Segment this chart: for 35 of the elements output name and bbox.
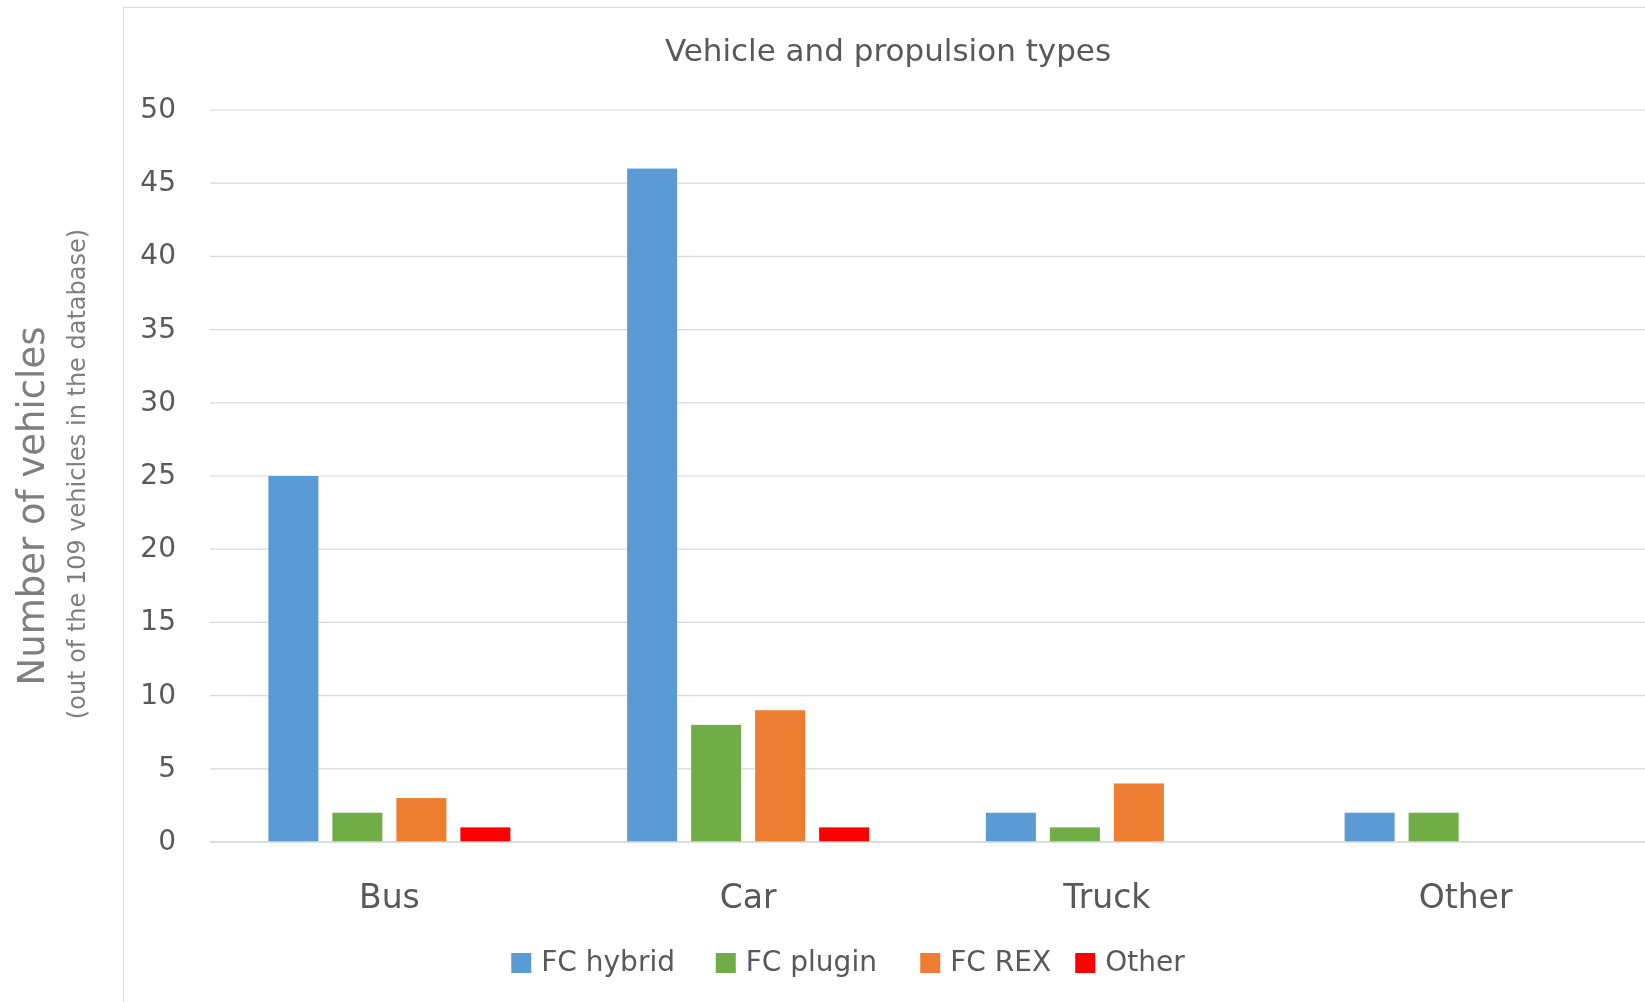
x-tick-label: Truck [1062,876,1152,916]
y-tick-label: 15 [140,604,176,638]
bar [819,827,870,842]
bar [1344,812,1395,842]
bar [691,724,742,842]
bar [1113,783,1164,842]
y-tick-label: 45 [140,165,176,199]
y-tick-label: 10 [140,677,176,711]
y-axis-title: Number of vehicles [9,326,53,686]
legend-label: FC plugin [745,945,877,978]
chart-title: Vehicle and propulsion types [664,31,1112,68]
bar [1408,812,1459,842]
y-tick-label: 35 [140,311,176,345]
bar [755,710,806,842]
bar [332,812,383,842]
bar [268,476,319,842]
x-tick-label: Bus [359,876,420,916]
y-tick-label: 5 [158,750,176,784]
y-tick-label: 50 [140,92,176,125]
bar [627,168,678,842]
y-tick-label: 20 [140,531,176,565]
legend-label: Other [1105,945,1186,978]
bar [460,827,511,842]
y-tick-label: 25 [140,458,176,491]
x-tick-label: Other [1418,876,1513,916]
legend-label: FC REX [950,945,1052,978]
y-tick-label: 40 [140,238,176,272]
text: (out of the 109 vehicles in the database) [63,228,91,720]
y-tick-label: 0 [158,824,176,857]
y-tick-label: 30 [140,384,176,418]
bar [1049,827,1100,842]
bar [396,798,447,842]
bar [985,812,1036,842]
legend-label: FC hybrid [541,945,675,978]
x-tick-label: Car [719,876,777,916]
